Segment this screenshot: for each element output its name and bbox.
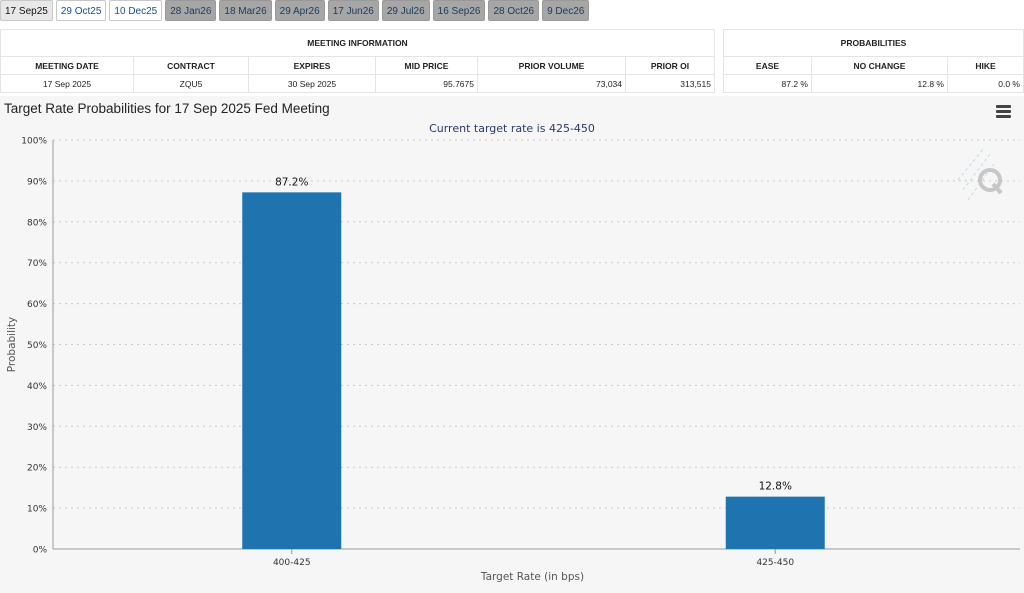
col-ease: EASE [723, 56, 812, 75]
data-label: 12.8% [759, 481, 792, 493]
chart-svg: 0% 10% 20% 30% 40% 50% 60% 70% 80% 90% 100% 87.2% 40… [6, 137, 1020, 583]
x-axis-title: Target Rate (in bps) [480, 571, 584, 583]
y-tick-label: 60% [27, 300, 47, 310]
tab-meeting-1[interactable]: 29 Oct25 [55, 0, 107, 21]
meeting-information-table: MEETING INFORMATION MEETING DATE CONTRAC… [0, 29, 715, 93]
ease-value: 87.2 % [723, 74, 812, 93]
contract-value: ZQU5 [133, 74, 249, 93]
y-tick-label: 0% [33, 546, 48, 556]
tab-meeting-8: 16 Sep26 [432, 0, 486, 21]
col-prior-oi: PRIOR OI [625, 56, 715, 75]
y-tick-label: 50% [27, 341, 47, 351]
bar-425-450[interactable] [725, 496, 825, 549]
quikstrike-logo-icon [957, 147, 1003, 201]
prior-volume-value: 73,034 [477, 74, 626, 93]
y-tick-label: 40% [27, 382, 47, 392]
tab-meeting-4: 18 Mar26 [219, 0, 272, 21]
col-mid-price: MID PRICE [375, 56, 478, 75]
mid-price-value: 95.7675 [375, 74, 478, 93]
probabilities-table: PROBABILITIES EASE NO CHANGE HIKE 87.2 %… [723, 29, 1024, 93]
col-contract: CONTRACT [133, 56, 249, 75]
tab-meeting-7: 29 Jul26 [381, 0, 430, 21]
x-tick-label: 400-425 [273, 558, 311, 568]
x-tick-label: 425-450 [756, 558, 794, 568]
tab-meeting-0[interactable]: 17 Sep25 [0, 0, 53, 21]
y-tick-label: 30% [27, 423, 47, 433]
chart-subtitle: Current target rate is 425-450 [429, 122, 595, 135]
tab-meeting-2[interactable]: 10 Dec25 [109, 0, 163, 21]
meeting-tabs: 17 Sep25 29 Oct25 10 Dec25 28 Jan26 18 Mar26… [0, 0, 1024, 24]
hamburger-menu-icon[interactable] [996, 105, 1011, 119]
col-no-change: NO CHANGE [811, 56, 948, 75]
col-hike: HIKE [947, 56, 1024, 75]
table-row: 17 Sep 2025 ZQU5 30 Sep 2025 95.7675 73,… [0, 74, 715, 93]
tab-meeting-6: 17 Jun26 [327, 0, 379, 21]
col-expires: EXPIRES [248, 56, 376, 75]
no-change-value: 12.8 % [811, 74, 948, 93]
tab-meeting-5: 29 Apr26 [274, 0, 325, 21]
y-tick-label: 20% [27, 464, 47, 474]
probabilities-header: PROBABILITIES [723, 29, 1024, 57]
prior-oi-value: 313,515 [625, 74, 715, 93]
chart-title: Target Rate Probabilities for 17 Sep 202… [4, 101, 330, 116]
meeting-date-value: 17 Sep 2025 [0, 74, 134, 93]
y-tick-label: 10% [27, 505, 47, 515]
table-row: 87.2 % 12.8 % 0.0 % [723, 74, 1024, 93]
bar-400-425[interactable] [242, 192, 342, 549]
hike-value: 0.0 % [947, 74, 1024, 93]
meeting-information-header: MEETING INFORMATION [0, 29, 715, 57]
data-label: 87.2% [275, 176, 308, 188]
y-axis-title: Probability [6, 317, 18, 373]
y-tick-label: 70% [27, 259, 47, 269]
tab-meeting-9: 28 Oct26 [488, 0, 540, 21]
col-meeting-date: MEETING DATE [0, 56, 134, 75]
col-prior-volume: PRIOR VOLUME [477, 56, 626, 75]
probability-chart: 0% 10% 20% 30% 40% 50% 60% 70% 80% 90% 100% 87.2% 40… [0, 96, 1024, 593]
tab-meeting-3: 28 Jan26 [165, 0, 217, 21]
tab-meeting-10: 9 Dec26 [542, 0, 590, 21]
y-tick-label: 80% [27, 218, 47, 228]
expires-value: 30 Sep 2025 [248, 74, 376, 93]
y-tick-label: 90% [27, 177, 47, 187]
y-tick-label: 100% [21, 137, 47, 147]
